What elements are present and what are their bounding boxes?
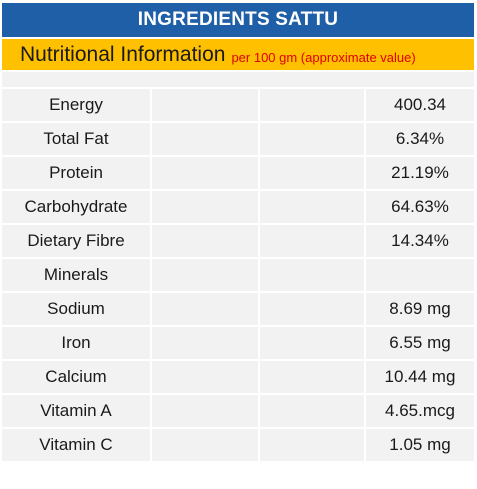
nutrient-name: Vitamin C xyxy=(2,429,152,463)
empty-cell xyxy=(260,89,366,123)
nutrient-name: Minerals xyxy=(2,259,152,293)
nutrient-value: 64.63% xyxy=(366,191,474,225)
empty-cell xyxy=(260,157,366,191)
empty-cell xyxy=(152,293,260,327)
spacer-row xyxy=(2,72,474,89)
empty-cell xyxy=(152,429,260,463)
nutrient-name: Sodium xyxy=(2,293,152,327)
nutrient-value: 10.44 mg xyxy=(366,361,474,395)
empty-cell xyxy=(152,259,260,293)
subtitle-bar: Nutritional Information per 100 gm (appr… xyxy=(2,39,474,72)
empty-cell xyxy=(152,89,260,123)
table-title: INGREDIENTS SATTU xyxy=(2,3,474,39)
empty-cell xyxy=(260,395,366,429)
empty-cell xyxy=(260,225,366,259)
nutrition-table: INGREDIENTS SATTU Nutritional Informatio… xyxy=(2,3,474,487)
nutrient-name: Energy xyxy=(2,89,152,123)
empty-cell xyxy=(152,225,260,259)
nutrient-rows: Energy 400.34 Total Fat 6.34% Protein 21.19% C… xyxy=(2,89,474,463)
nutrient-value: 21.19% xyxy=(366,157,474,191)
nutrient-value: 8.69 mg xyxy=(366,293,474,327)
nutrient-value: 400.34 xyxy=(366,89,474,123)
empty-cell xyxy=(260,259,366,293)
nutrient-value: 14.34% xyxy=(366,225,474,259)
empty-cell xyxy=(152,123,260,157)
nutrient-name: Dietary Fibre xyxy=(2,225,152,259)
empty-cell xyxy=(260,361,366,395)
empty-cell xyxy=(260,123,366,157)
nutrient-name: Calcium xyxy=(2,361,152,395)
empty-cell xyxy=(152,157,260,191)
empty-cell xyxy=(152,327,260,361)
empty-cell xyxy=(152,395,260,429)
empty-cell xyxy=(260,327,366,361)
nutrient-name: Total Fat xyxy=(2,123,152,157)
empty-cell xyxy=(260,191,366,225)
nutrient-name: Vitamin A xyxy=(2,395,152,429)
nutrient-name: Protein xyxy=(2,157,152,191)
nutrient-name: Iron xyxy=(2,327,152,361)
nutrient-value: 6.34% xyxy=(366,123,474,157)
empty-cell xyxy=(260,429,366,463)
nutrient-name: Carbohydrate xyxy=(2,191,152,225)
empty-cell xyxy=(152,191,260,225)
empty-cell xyxy=(152,361,260,395)
subtitle-main: Nutritional Information xyxy=(20,42,226,66)
empty-cell xyxy=(260,293,366,327)
nutrient-value xyxy=(366,259,474,293)
nutrient-value: 6.55 mg xyxy=(366,327,474,361)
nutrient-value: 1.05 mg xyxy=(366,429,474,463)
nutrient-value: 4.65.mcg xyxy=(366,395,474,429)
subtitle-note: per 100 gm (approximate value) xyxy=(231,50,416,65)
